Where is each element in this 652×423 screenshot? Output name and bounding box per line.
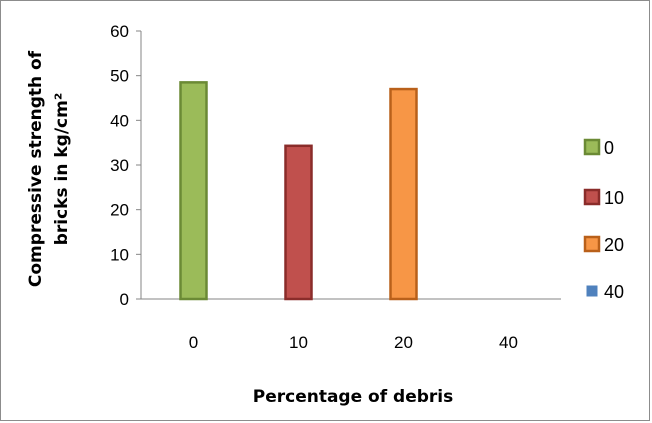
- y-tick-label: 20: [110, 201, 129, 220]
- x-tick-label: 0: [189, 333, 198, 352]
- x-tick-label: 40: [499, 333, 518, 352]
- legend-label: 10: [604, 188, 624, 208]
- bar-group: [179, 81, 418, 301]
- y-tick-label: 0: [120, 290, 129, 309]
- legend-swatch-0: [583, 138, 601, 156]
- y-tick-label: 60: [110, 22, 129, 41]
- y-tick-label: 40: [110, 111, 129, 130]
- y-tick-group: 0 10 20 30 40 50 60: [110, 22, 141, 309]
- y-axis-title-line-1: Compressive strength of: [26, 50, 46, 287]
- legend-swatch-10: [583, 188, 601, 206]
- legend-swatch-20: [583, 235, 601, 253]
- x-tick-label: 20: [394, 333, 413, 352]
- x-tick-group: 0 10 20 40: [189, 333, 518, 352]
- legend-swatch-40: [586, 285, 598, 297]
- legend: 0 10 20 40: [583, 138, 624, 302]
- x-axis-title: Percentage of debris: [253, 387, 454, 407]
- y-tick-label: 10: [110, 245, 129, 264]
- x-tick-label: 10: [289, 333, 308, 352]
- bar-20: [389, 87, 418, 301]
- legend-label: 40: [604, 282, 624, 302]
- bar-0: [179, 81, 208, 301]
- legend-label: 20: [604, 235, 624, 255]
- y-tick-label: 50: [110, 67, 129, 86]
- y-tick-label: 30: [110, 156, 129, 175]
- legend-label: 0: [604, 138, 614, 158]
- bar-10: [284, 144, 313, 301]
- y-axis-title-line-2: bricks in kg/cm²: [52, 93, 72, 246]
